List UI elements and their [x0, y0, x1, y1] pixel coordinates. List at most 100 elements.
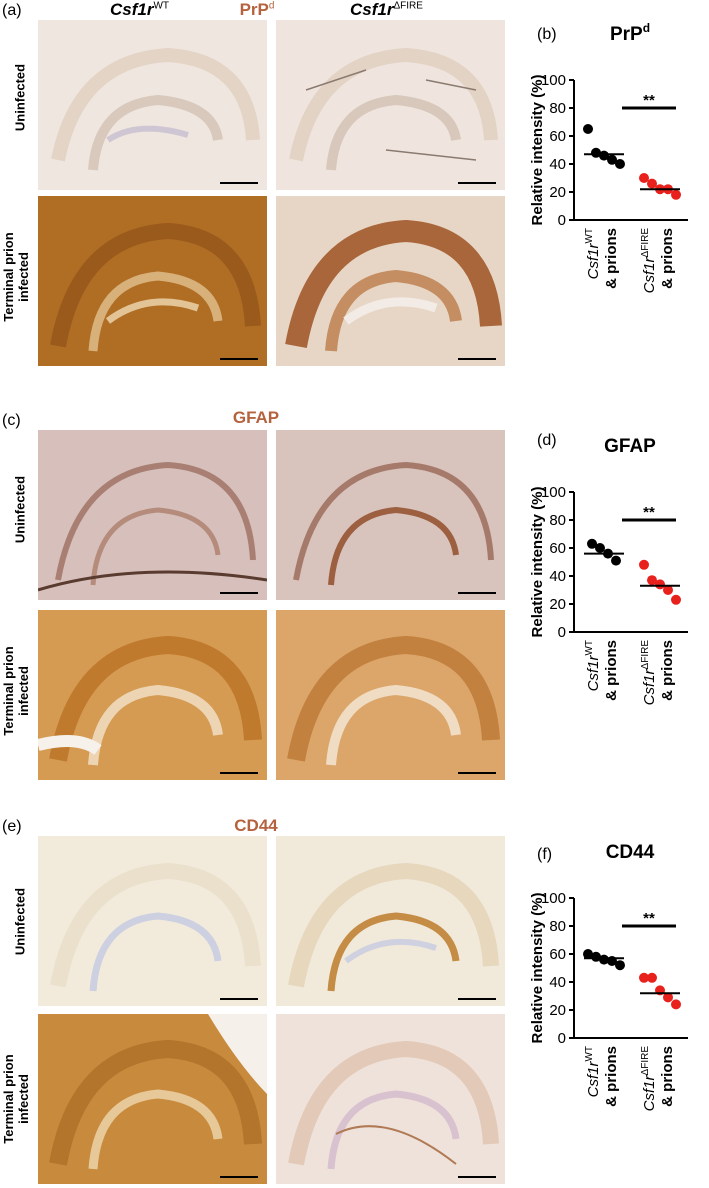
x-category-label-main: Csf1r: [585, 243, 602, 280]
x-category-label-line2: & prions: [603, 1046, 620, 1107]
x-category-label-sup: ΔFIRE: [640, 1046, 651, 1076]
x-category-label-main: Csf1r: [585, 655, 602, 692]
micrograph-prp-fire-infected: [276, 196, 505, 366]
x-category-label-sup: WT: [584, 228, 595, 244]
row-label-infected-c: Terminal prion infected: [1, 631, 31, 751]
data-point-fire: [647, 575, 657, 586]
x-category-label-main: Csf1r: [641, 1074, 658, 1111]
micrograph-prp-fire-uninfected: [276, 20, 505, 190]
data-point-fire: [663, 992, 673, 1003]
chart-title: CD44: [606, 842, 655, 863]
y-tick-label: 40: [549, 156, 566, 173]
data-point-fire: [647, 178, 657, 189]
scale-bar: [458, 592, 496, 594]
micrograph-prp-wt-infected: [38, 196, 267, 366]
scale-bar: [220, 358, 258, 360]
row-label-infected-c-line2: infected: [16, 666, 31, 716]
panel-label-d: (d): [537, 432, 557, 449]
panel-label-b: (b): [537, 26, 557, 43]
row-label-infected-c-line1: Terminal prion: [1, 646, 16, 736]
y-tick-label: 60: [549, 946, 566, 963]
data-point-fire: [671, 999, 681, 1010]
x-category-label-sup: WT: [584, 640, 595, 656]
x-category-label-sup: ΔFIRE: [640, 228, 651, 258]
micrograph-gfap-wt-infected: [38, 610, 267, 780]
row-label-infected-e-line1: Terminal prion: [1, 1054, 16, 1144]
x-category-label: Csf1rΔFIRE: [640, 1046, 658, 1112]
row-label-infected-a: Terminal prion infected: [1, 217, 31, 337]
data-point-fire: [639, 972, 649, 983]
micrograph-gfap-wt-uninfected: [38, 430, 267, 600]
y-tick-label: 80: [549, 918, 566, 935]
y-tick-label: 100: [541, 484, 566, 501]
scale-bar: [458, 998, 496, 1000]
micrograph-cd44-wt-uninfected: [38, 836, 267, 1006]
y-axis-label: Relative intensity (%): [529, 893, 546, 1044]
scale-bar: [220, 772, 258, 774]
x-category-label: Csf1rΔFIRE: [640, 228, 658, 294]
chart-title: GFAP: [604, 436, 656, 457]
significance-label: **: [643, 92, 655, 109]
x-category-label-line2: & prions: [603, 228, 620, 289]
x-category-label: Csf1rWT: [584, 1046, 602, 1097]
stain-title-prp-base: PrP: [239, 0, 269, 19]
y-tick-label: 100: [541, 890, 566, 907]
chart-title-sup: d: [643, 21, 650, 35]
micrograph-prp-wt-uninfected: [38, 20, 267, 190]
y-tick-label: 0: [558, 624, 566, 641]
scale-bar: [220, 592, 258, 594]
y-tick-label: 0: [558, 1030, 566, 1047]
scale-bar: [220, 1176, 258, 1178]
y-tick-label: 20: [549, 184, 566, 201]
y-tick-label: 20: [549, 596, 566, 613]
chart-title: PrPd: [610, 21, 650, 45]
x-category-label-main: Csf1r: [641, 256, 658, 293]
panel-label-c: (c): [2, 412, 21, 429]
micrograph-gfap-fire-uninfected: [276, 430, 505, 600]
scale-bar: [220, 998, 258, 1000]
row-label-uninfected-e: Uninfected: [12, 887, 28, 956]
data-point-wt: [615, 159, 625, 169]
stain-title-cd44: CD44: [234, 816, 278, 835]
data-point-wt: [599, 150, 609, 161]
x-category-label-line2: & prions: [659, 640, 676, 701]
column-header-fire-sup: ΔFIRE: [393, 0, 423, 12]
data-point-wt: [599, 954, 609, 965]
data-point-wt: [591, 951, 601, 962]
data-point-wt: [583, 949, 593, 959]
data-point-fire: [655, 579, 665, 590]
data-point-fire: [671, 189, 681, 200]
stain-title-gfap: GFAP: [232, 408, 280, 427]
data-point-wt: [587, 538, 597, 549]
y-tick-label: 60: [549, 540, 566, 557]
data-point-fire: [671, 594, 681, 605]
panel-label-f: (f): [537, 846, 553, 863]
y-tick-label: 80: [549, 100, 566, 117]
y-tick-label: 100: [541, 72, 566, 89]
x-category-label-sup: WT: [584, 1046, 595, 1062]
x-category-label-sup: ΔFIRE: [640, 640, 651, 670]
data-point-wt: [595, 543, 605, 553]
scale-bar: [458, 1176, 496, 1178]
data-point-wt: [607, 154, 617, 165]
x-category-label-line2: & prions: [603, 640, 620, 701]
row-label-uninfected-a: Uninfected: [12, 63, 28, 132]
stain-title-prp: PrPd: [212, 0, 302, 20]
significance-label: **: [643, 504, 655, 521]
data-point-fire: [663, 585, 673, 595]
data-point-fire: [639, 559, 649, 570]
column-header-wt-base: Csf1r: [110, 0, 154, 19]
data-point-fire: [639, 173, 649, 183]
data-point-wt: [583, 124, 593, 134]
micrograph-gfap-fire-infected: [276, 610, 505, 780]
data-point-wt: [591, 147, 601, 158]
row-label-infected-e-line2: infected: [16, 1074, 31, 1124]
x-category-label-main: Csf1r: [641, 668, 658, 705]
y-axis-label: Relative intensity (%): [529, 487, 546, 638]
column-header-fire: Csf1rΔFIRE: [350, 0, 423, 20]
y-tick-label: 20: [549, 1002, 566, 1019]
stain-title-prp-sup: d: [268, 0, 275, 12]
significance-label: **: [643, 910, 655, 927]
